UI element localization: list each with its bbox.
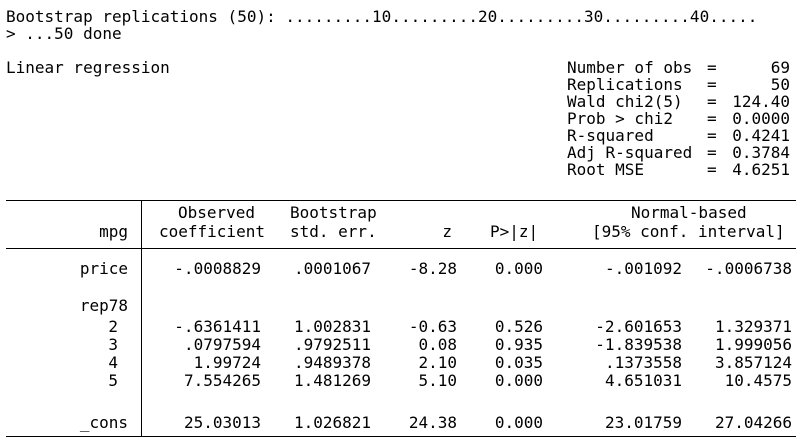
stat-eq-rmse: = xyxy=(707,160,717,179)
cell-coef-rep78-2: -.6361411 xyxy=(174,317,261,336)
cell-z-rep78-3: 0.08 xyxy=(418,335,457,354)
row-label-rep78-2: 2 xyxy=(108,317,118,336)
stat-eq-reps: = xyxy=(707,75,717,94)
cell-hi-rep78-3: 1.999056 xyxy=(714,335,792,354)
cell-z-rep78-2: -0.63 xyxy=(408,317,457,336)
cell-hi-cons: 27.04266 xyxy=(714,413,792,432)
cell-z-cons: 24.38 xyxy=(408,413,457,432)
stat-value-wald: 124.40 xyxy=(732,92,790,111)
cell-p-rep78-2: 0.526 xyxy=(494,317,543,336)
stat-eq-prob: = xyxy=(707,109,717,128)
progress-line-1: Bootstrap replications (50): .........10… xyxy=(6,7,758,26)
row-label-rep78-5: 5 xyxy=(108,371,118,390)
cell-coef-cons: 25.03013 xyxy=(183,413,261,432)
cell-hi-rep78-5: 10.4575 xyxy=(724,371,792,390)
cell-lo-rep78-4: .1373558 xyxy=(604,353,682,372)
regression-title: Linear regression xyxy=(6,58,170,77)
cell-se-rep78-3: .9792511 xyxy=(293,335,371,354)
cell-lo-price: -.001092 xyxy=(604,259,682,278)
table-top-rule xyxy=(6,200,796,201)
table-header-rule xyxy=(6,248,796,249)
cell-se-cons: 1.026821 xyxy=(293,413,371,432)
cell-lo-rep78-3: -1.839538 xyxy=(595,335,682,354)
stat-eq-r2: = xyxy=(707,126,717,145)
cell-p-price: 0.000 xyxy=(494,259,543,278)
progress-line-2: > ...50 done xyxy=(6,24,122,43)
cell-z-rep78-5: 5.10 xyxy=(418,371,457,390)
header-normal-based: Normal-based xyxy=(631,203,747,222)
cell-coef-price: -.0008829 xyxy=(174,259,261,278)
cell-lo-rep78-2: -2.601653 xyxy=(595,317,682,336)
cell-hi-rep78-4: 3.857124 xyxy=(714,353,792,372)
header-conf-interval: [95% conf. interval] xyxy=(592,222,785,241)
stat-eq-adjr2: = xyxy=(707,143,717,162)
stat-label-adjr2: Adj R-squared xyxy=(567,143,693,162)
table-bottom-rule xyxy=(6,436,796,437)
cell-se-rep78-4: .9489378 xyxy=(293,353,371,372)
cell-p-rep78-4: 0.035 xyxy=(494,353,543,372)
cell-z-rep78-4: 2.10 xyxy=(418,353,457,372)
cell-hi-price: -.0006738 xyxy=(705,259,792,278)
stat-value-nobs: 69 xyxy=(770,58,790,77)
stat-label-prob: Prob > chi2 xyxy=(567,109,673,128)
cell-se-rep78-5: 1.481269 xyxy=(293,371,371,390)
cell-hi-rep78-2: 1.329371 xyxy=(714,317,792,336)
cell-coef-rep78-5: 7.554265 xyxy=(183,371,261,390)
table-column-separator xyxy=(141,200,142,436)
row-label-rep78-4: 4 xyxy=(108,353,118,372)
stat-eq-nobs: = xyxy=(707,58,717,77)
header-depvar: mpg xyxy=(99,222,128,241)
header-std-err: std. err. xyxy=(290,222,377,241)
cell-se-rep78-2: 1.002831 xyxy=(293,317,371,336)
stat-label-r2: R-squared xyxy=(567,126,654,145)
cell-p-rep78-5: 0.000 xyxy=(494,371,543,390)
stat-label-reps: Replications xyxy=(567,75,683,94)
cell-coef-rep78-4: 1.99724 xyxy=(193,353,261,372)
stat-value-prob: 0.0000 xyxy=(732,109,790,128)
stat-eq-wald: = xyxy=(707,92,717,111)
stat-label-wald: Wald chi2(5) xyxy=(567,92,683,111)
header-coefficient: coefficient xyxy=(159,222,265,241)
row-label-rep78: rep78 xyxy=(79,296,128,315)
stat-value-adjr2: 0.3784 xyxy=(732,143,790,162)
cell-p-rep78-3: 0.935 xyxy=(494,335,543,354)
cell-lo-cons: 23.01759 xyxy=(604,413,682,432)
row-label-rep78-3: 3 xyxy=(108,335,118,354)
cell-coef-rep78-3: .0797594 xyxy=(183,335,261,354)
header-p: P>|z| xyxy=(490,222,539,241)
stat-value-reps: 50 xyxy=(770,75,790,94)
cell-z-price: -8.28 xyxy=(408,259,457,278)
stat-value-rmse: 4.6251 xyxy=(732,160,790,179)
header-observed: Observed xyxy=(178,203,256,222)
cell-se-price: .0001067 xyxy=(293,259,371,278)
cell-lo-rep78-5: 4.651031 xyxy=(604,371,682,390)
row-label-price: price xyxy=(79,259,128,278)
cell-p-cons: 0.000 xyxy=(494,413,543,432)
header-bootstrap: Bootstrap xyxy=(290,203,377,222)
stat-label-rmse: Root MSE xyxy=(567,160,645,179)
stat-value-r2: 0.4241 xyxy=(732,126,790,145)
row-label-cons: _cons xyxy=(79,413,128,432)
stat-label-nobs: Number of obs xyxy=(567,58,693,77)
header-z: z xyxy=(442,222,452,241)
